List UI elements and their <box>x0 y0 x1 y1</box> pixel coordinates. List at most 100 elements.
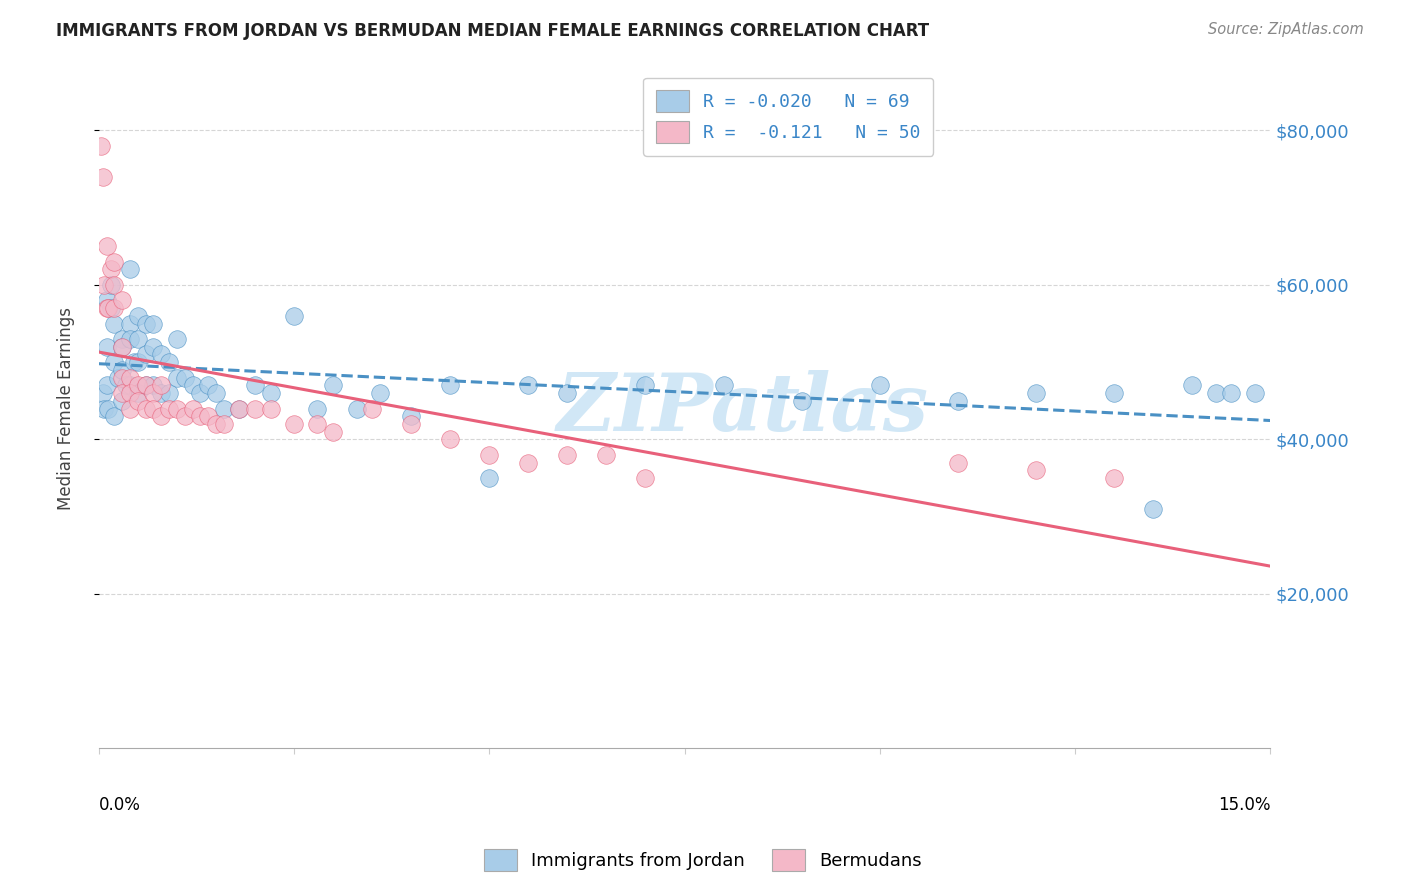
Point <box>188 386 211 401</box>
Point <box>118 317 141 331</box>
Point <box>111 340 134 354</box>
Point <box>142 401 165 416</box>
Point <box>346 401 368 416</box>
Point <box>150 409 173 424</box>
Point <box>322 378 344 392</box>
Point <box>127 332 149 346</box>
Text: IMMIGRANTS FROM JORDAN VS BERMUDAN MEDIAN FEMALE EARNINGS CORRELATION CHART: IMMIGRANTS FROM JORDAN VS BERMUDAN MEDIA… <box>56 22 929 40</box>
Point <box>127 386 149 401</box>
Point <box>1102 386 1125 401</box>
Point <box>96 378 118 392</box>
Point <box>135 347 157 361</box>
Point <box>478 448 501 462</box>
Point <box>157 355 180 369</box>
Point <box>1181 378 1204 392</box>
Point <box>127 355 149 369</box>
Point <box>634 378 657 392</box>
Point <box>1142 502 1164 516</box>
Point <box>212 401 235 416</box>
Point <box>439 433 461 447</box>
Point <box>100 277 122 292</box>
Point <box>595 448 617 462</box>
Point <box>228 401 250 416</box>
Point <box>115 378 138 392</box>
Point <box>97 401 120 416</box>
Point <box>1243 386 1265 401</box>
Point <box>517 378 540 392</box>
Point <box>166 401 188 416</box>
Point <box>96 301 118 315</box>
Point <box>118 370 141 384</box>
Point <box>150 347 173 361</box>
Point <box>142 317 165 331</box>
Point <box>166 370 188 384</box>
Point <box>399 417 422 431</box>
Point <box>634 471 657 485</box>
Point <box>173 409 195 424</box>
Point <box>127 309 149 323</box>
Point <box>259 401 281 416</box>
Point <box>173 370 195 384</box>
Point <box>142 386 165 401</box>
Point <box>197 409 219 424</box>
Point <box>103 277 125 292</box>
Text: 15.0%: 15.0% <box>1218 796 1270 814</box>
Point <box>103 301 125 315</box>
Legend: R = -0.020   N = 69, R =  -0.121   N = 50: R = -0.020 N = 69, R = -0.121 N = 50 <box>644 78 934 156</box>
Point <box>283 417 305 431</box>
Point <box>166 332 188 346</box>
Point <box>478 471 501 485</box>
Point <box>135 378 157 392</box>
Point <box>127 393 149 408</box>
Point <box>713 378 735 392</box>
Point <box>103 254 125 268</box>
Point <box>97 301 120 315</box>
Point <box>118 332 141 346</box>
Point <box>1220 386 1243 401</box>
Point <box>243 378 266 392</box>
Y-axis label: Median Female Earnings: Median Female Earnings <box>58 307 75 510</box>
Point <box>243 401 266 416</box>
Point <box>205 417 228 431</box>
Point <box>946 393 969 408</box>
Point <box>135 317 157 331</box>
Point <box>1102 471 1125 485</box>
Legend: Immigrants from Jordan, Bermudans: Immigrants from Jordan, Bermudans <box>477 842 929 879</box>
Point <box>150 386 173 401</box>
Point <box>103 409 125 424</box>
Point <box>557 386 579 401</box>
Point <box>150 378 173 392</box>
Point <box>90 138 112 153</box>
Point <box>135 378 157 392</box>
Point <box>118 262 141 277</box>
Point <box>111 340 134 354</box>
Point <box>111 293 134 308</box>
Point <box>93 277 115 292</box>
Point <box>517 456 540 470</box>
Point <box>111 393 134 408</box>
Point <box>399 409 422 424</box>
Point <box>103 317 125 331</box>
Point <box>111 370 134 384</box>
Point <box>122 355 145 369</box>
Point <box>322 425 344 439</box>
Text: ZIPatlas: ZIPatlas <box>557 370 929 447</box>
Point <box>181 401 204 416</box>
Point <box>368 386 391 401</box>
Point <box>142 340 165 354</box>
Point <box>111 363 134 377</box>
Text: Source: ZipAtlas.com: Source: ZipAtlas.com <box>1208 22 1364 37</box>
Point <box>307 401 329 416</box>
Point <box>157 401 180 416</box>
Point <box>869 378 891 392</box>
Point <box>790 393 813 408</box>
Point <box>946 456 969 470</box>
Point <box>127 378 149 392</box>
Point <box>181 378 204 392</box>
Point <box>111 332 134 346</box>
Point <box>107 370 129 384</box>
Point <box>111 386 134 401</box>
Point <box>100 301 122 315</box>
Text: 0.0%: 0.0% <box>98 796 141 814</box>
Point <box>157 386 180 401</box>
